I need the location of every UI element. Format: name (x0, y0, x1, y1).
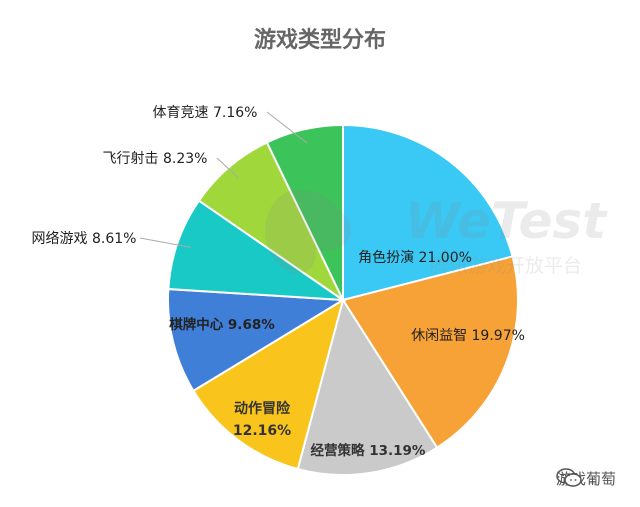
slice-label-6: 网络游戏 8.61% (32, 231, 137, 247)
pie-slices (167, 123, 519, 476)
slice-label-4: 动作冒险 (234, 400, 291, 417)
slice-label-8: 体育竞速 7.16% (153, 104, 258, 121)
wechat-icon (556, 468, 582, 487)
pie-slice-3 (296, 297, 439, 476)
slice-label-5: 棋牌中心 9.68% (169, 316, 275, 333)
pie-slice-6 (167, 199, 347, 302)
pie-slice-2 (341, 255, 519, 449)
chart-title: 游戏类型分布 (253, 28, 386, 53)
watermark-subtitle: 腾讯游戏开放平台 (430, 255, 582, 277)
slice-labels: 角色扮演 21.00% 休闲益智 19.97% 经营策略 13.19% 动作冒险 12.… (32, 104, 525, 459)
leader-line-6 (139, 237, 191, 248)
footer-source: 游戏葡萄 (556, 468, 616, 489)
slice-label-2: 休闲益智 19.97% (411, 328, 525, 344)
watermark: WeTest 腾讯游戏开放平台 (265, 189, 608, 277)
slice-value-4: 12.16% (233, 423, 291, 439)
slice-label-3: 经营策略 13.19% (311, 442, 426, 459)
slice-label-1: 角色扮演 21.00% (358, 249, 472, 266)
watermark-brand: WeTest (405, 192, 608, 250)
pie-slice-5 (167, 287, 347, 393)
pie-slice-8 (265, 123, 344, 301)
leader-line-8 (266, 111, 308, 144)
slice-label-7: 飞行射击 8.23% (103, 151, 208, 167)
leader-line-7 (216, 157, 239, 179)
pie-slice-7 (197, 141, 346, 303)
pie-slice-1 (342, 123, 514, 302)
watermark-logo-icon (265, 189, 351, 274)
label-leader-lines (139, 111, 308, 248)
pie-slice-4 (192, 297, 345, 471)
